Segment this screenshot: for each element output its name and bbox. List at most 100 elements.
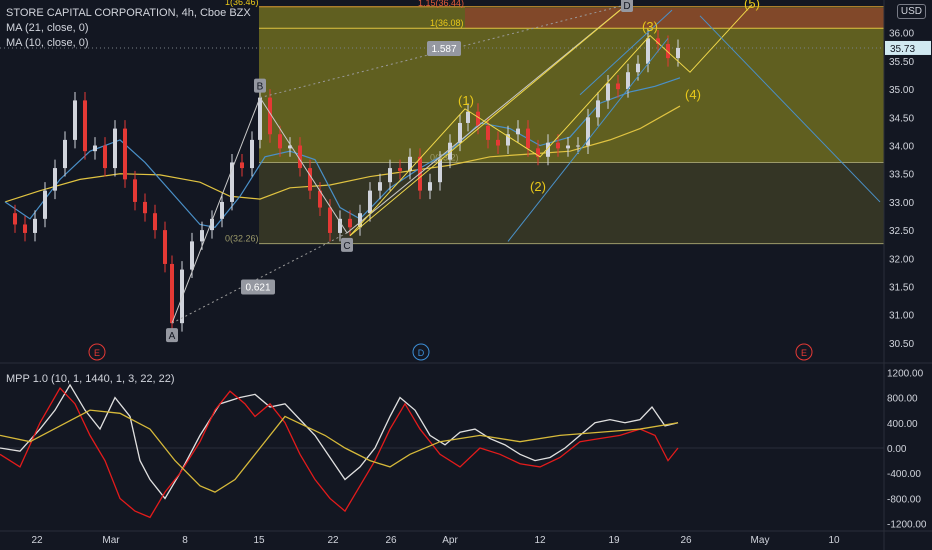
candle-body [13, 213, 17, 225]
time-tick: 26 [385, 535, 397, 546]
currency-button[interactable]: USD [896, 4, 926, 19]
candle-body [133, 179, 137, 202]
pattern-point-box [166, 328, 178, 343]
candle-body [348, 218, 352, 228]
candle-body [43, 190, 47, 219]
current-price-box [885, 40, 931, 55]
osc-tick: 800.00 [887, 394, 918, 405]
candle-body [288, 145, 292, 149]
osc-tick: 1200.00 [887, 368, 924, 379]
ratio-label: 1.587 [431, 44, 456, 55]
osc-tick: 400.00 [887, 419, 918, 430]
price-tick: 31.00 [889, 311, 914, 322]
candle-body [93, 145, 97, 152]
candle-body [646, 38, 650, 64]
time-tick: 10 [828, 535, 840, 546]
price-tick: 30.50 [889, 339, 914, 350]
osc-tick: -1200.00 [887, 520, 927, 531]
fib-box-right [465, 28, 884, 163]
wave-channel-top [349, 9, 621, 237]
candle-body [298, 145, 302, 169]
ratio-box [241, 279, 275, 295]
candle-body [153, 213, 157, 231]
price-tick: 35.00 [889, 85, 914, 96]
candle-body [458, 122, 462, 143]
price-tick: 35.50 [889, 57, 914, 68]
symbol-title: STORE CAPITAL CORPORATION, 4h, Cboe BZX [6, 7, 251, 19]
candle-body [170, 263, 174, 324]
ma21-line [4, 105, 681, 203]
osc-line-white [0, 383, 679, 500]
osc-tick: -800.00 [887, 494, 921, 505]
pattern-point-label: B [257, 82, 264, 93]
chart-legend: STORE CAPITAL CORPORATION, 4h, Cboe BZX … [6, 6, 251, 51]
price-tick: 31.50 [889, 283, 914, 294]
time-tick: May [751, 535, 770, 546]
candle-body [496, 139, 500, 146]
price-tick: 32.00 [889, 254, 914, 265]
time-tick: 22 [327, 535, 339, 546]
candle-body [328, 207, 332, 233]
price-tick: 34.00 [889, 142, 914, 153]
candle-body [240, 162, 244, 169]
candle-body [676, 47, 680, 59]
event-marker [412, 343, 430, 361]
price-tick: 36.00 [889, 29, 914, 40]
time-tick: Mar [102, 535, 120, 546]
candle-body [556, 142, 560, 149]
time-axis: 22 Mar 8 15 22 26 Apr 12 19 26 May 10 [31, 535, 840, 546]
pattern-point-box [254, 78, 266, 93]
wave-label: (5) [744, 0, 760, 11]
candle-body [546, 142, 550, 157]
fib-top-band [465, 7, 884, 29]
candle-body [220, 201, 224, 219]
candle-body [616, 83, 620, 90]
pattern-point-label: A [169, 331, 176, 342]
wave-label: (1) [458, 93, 474, 108]
price-tick: 33.00 [889, 198, 914, 209]
candle-body [113, 128, 117, 169]
pattern-point-label: C [343, 241, 350, 252]
wave-channel-blue-1 [507, 38, 669, 242]
wave-channel-blue-2 [579, 9, 673, 96]
candle-body [63, 139, 67, 169]
wave-label: (2) [530, 179, 546, 194]
wave-target-line [699, 15, 881, 203]
candle-body [83, 100, 87, 152]
candle-body [408, 156, 412, 171]
candle-body [536, 148, 540, 157]
event-marker-label: D [418, 348, 425, 358]
event-marker [795, 343, 813, 361]
candle-body [200, 230, 204, 242]
candle-body [448, 142, 452, 160]
candle-body [378, 182, 382, 191]
time-tick: 8 [182, 535, 188, 546]
ma10-legend: MA (10, close, 0) [6, 37, 89, 49]
candle-body [163, 230, 167, 264]
candle-body [398, 168, 402, 171]
ratio-label: 0.621 [245, 283, 270, 294]
candle-body [190, 241, 194, 270]
candle-body [526, 128, 530, 149]
ma21-legend: MA (21, close, 0) [6, 22, 89, 34]
ratio-box [427, 40, 461, 56]
candle-body [368, 190, 372, 214]
time-tick: 15 [253, 535, 265, 546]
time-tick: 26 [680, 535, 692, 546]
candle-body [428, 182, 432, 191]
event-marker-label: E [94, 348, 100, 358]
pattern-point-label: D [623, 1, 630, 12]
abcd-leg-cd [346, 4, 628, 234]
wave-drawings: A B C D 1.587 0.621 (1) (2) (3) (4) (5) E D E [88, 0, 881, 361]
pattern-point-box [341, 237, 353, 252]
candle-body [388, 168, 392, 183]
time-tick: 22 [31, 535, 43, 546]
event-marker-label: E [801, 348, 807, 358]
price-tick: 32.50 [889, 226, 914, 237]
fib-level-label: 0(32.26) [225, 234, 259, 244]
time-tick: Apr [442, 535, 458, 546]
fib-box-left [259, 6, 465, 163]
osc-tick: -400.00 [887, 469, 921, 480]
